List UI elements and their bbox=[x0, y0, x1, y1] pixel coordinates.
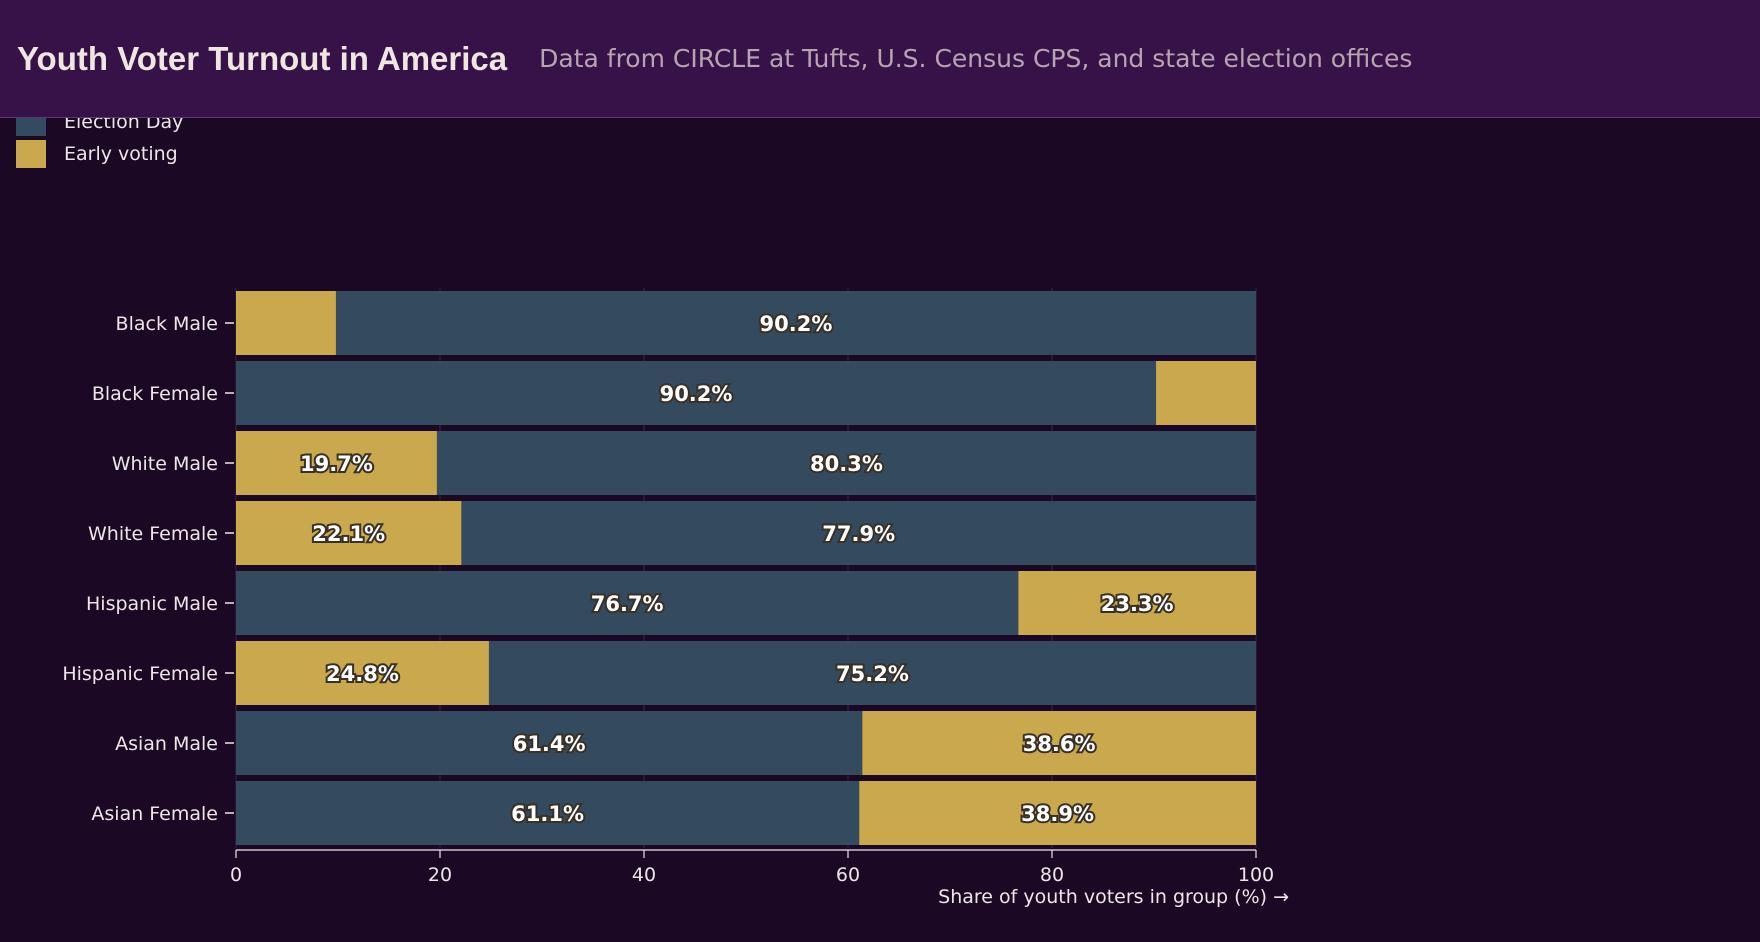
data-label: 61.1% bbox=[511, 802, 584, 826]
legend-label: Early voting bbox=[64, 143, 178, 165]
category-label: White Female bbox=[88, 523, 218, 545]
x-tick-label: 80 bbox=[1040, 864, 1064, 886]
category-label: Asian Female bbox=[91, 803, 218, 825]
bar-segment-election-day bbox=[236, 781, 860, 845]
bar-segment-election-day bbox=[236, 571, 1019, 635]
category-label: Black Male bbox=[116, 313, 218, 335]
bar-segment-early-voting bbox=[1156, 361, 1256, 425]
data-label: 23.3% bbox=[1101, 592, 1174, 616]
x-tick-label: 0 bbox=[230, 864, 242, 886]
data-label: 24.8% bbox=[326, 662, 399, 686]
category-label: Black Female bbox=[92, 383, 218, 405]
bar-segment-election-day bbox=[488, 641, 1257, 705]
category-label: Hispanic Male bbox=[86, 593, 218, 615]
x-tick-label: 100 bbox=[1238, 864, 1274, 886]
x-tick-label: 60 bbox=[836, 864, 860, 886]
data-label: 90.2% bbox=[760, 312, 833, 336]
bar-segment-early-voting bbox=[236, 641, 489, 705]
category-label: Hispanic Female bbox=[62, 663, 218, 685]
data-label: 22.1% bbox=[312, 522, 385, 546]
bar-segment-election-day bbox=[436, 431, 1256, 495]
bar-segment-election-day bbox=[335, 291, 1257, 355]
bar-segment-election-day bbox=[461, 501, 1256, 565]
data-label: 77.9% bbox=[822, 522, 895, 546]
bar-segment-early-voting bbox=[1018, 571, 1256, 635]
bar-segment-early-voting bbox=[862, 711, 1256, 775]
bar-segment-early-voting bbox=[236, 291, 336, 355]
data-label: 90.2% bbox=[660, 382, 733, 406]
data-label: 76.7% bbox=[591, 592, 664, 616]
bar-segment-early-voting bbox=[859, 781, 1256, 845]
legend-swatch-early-voting bbox=[16, 140, 46, 168]
data-label: 75.2% bbox=[836, 662, 909, 686]
bar-segment-early-voting bbox=[236, 501, 462, 565]
category-label: White Male bbox=[112, 453, 218, 475]
page-subtitle: Data from CIRCLE at Tufts, U.S. Census C… bbox=[539, 44, 1413, 73]
bar-segment-early-voting bbox=[236, 431, 437, 495]
data-label: 38.6% bbox=[1023, 732, 1096, 756]
x-tick-label: 20 bbox=[428, 864, 452, 886]
category-label: Asian Male bbox=[115, 733, 218, 755]
header: Youth Voter Turnout in America Data from… bbox=[0, 0, 1760, 118]
x-axis-title: Share of youth voters in group (%) → bbox=[938, 886, 1289, 908]
data-label: 61.4% bbox=[513, 732, 586, 756]
data-label: 80.3% bbox=[810, 452, 883, 476]
x-tick-label: 40 bbox=[632, 864, 656, 886]
legend-item-early-voting: Early voting bbox=[16, 138, 183, 170]
page-title: Youth Voter Turnout in America bbox=[17, 39, 508, 77]
bar-segment-election-day bbox=[236, 361, 1157, 425]
data-label: 38.9% bbox=[1021, 802, 1094, 826]
bar-segment-election-day bbox=[236, 711, 863, 775]
data-label: 19.7% bbox=[300, 452, 373, 476]
